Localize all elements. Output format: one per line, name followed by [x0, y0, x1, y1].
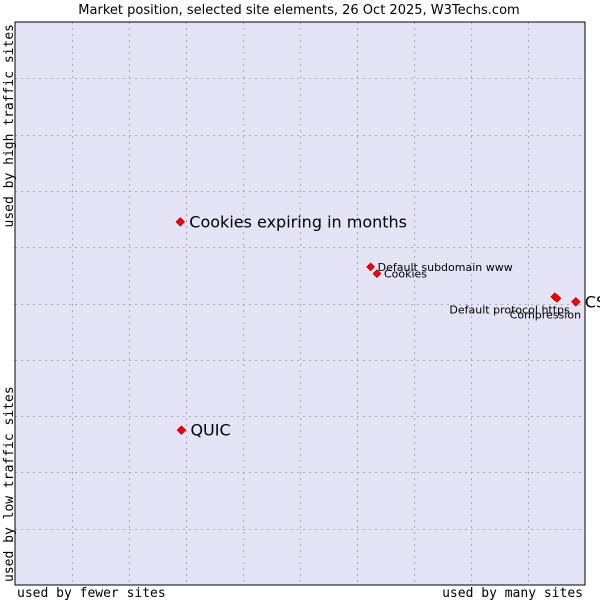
- point-marker: [176, 425, 187, 435]
- grid-lines: [15, 22, 585, 585]
- data-point-quic: QUIC: [176, 421, 231, 440]
- data-point-default-subdomain-www: Default subdomain www: [366, 261, 513, 274]
- data-point-css: CSS: [571, 292, 600, 311]
- data-point-cookies: Cookies: [372, 268, 427, 281]
- x-axis-label-right: used by many sites: [442, 586, 583, 600]
- data-point-cookies-expiring-in-months: Cookies expiring in months: [175, 212, 407, 231]
- y-axis-label-top: used by high traffic sites: [2, 24, 17, 228]
- point-marker: [372, 269, 382, 279]
- chart-title: Market position, selected site elements,…: [78, 3, 519, 18]
- point-label: QUIC: [190, 421, 230, 440]
- point-label: Default subdomain www: [378, 261, 513, 274]
- point-label: Compression: [510, 308, 581, 321]
- x-axis-label-left: used by fewer sites: [17, 586, 166, 600]
- data-points: Cookies expiring in months QUIC Default su…: [175, 212, 600, 440]
- plot-border: [14, 21, 586, 586]
- y-axis-label-bottom: used by low traffic sites: [2, 386, 17, 582]
- point-label: Default protocol https: [449, 304, 570, 317]
- point-label: Cookies: [384, 268, 427, 281]
- point-marker: [366, 262, 376, 272]
- point-marker: [552, 294, 562, 303]
- point-label: CSS: [585, 292, 600, 311]
- point-marker: [175, 217, 186, 227]
- data-point-compression: Compression: [510, 294, 581, 321]
- point-label: Cookies expiring in months: [189, 212, 407, 231]
- point-marker: [571, 297, 581, 307]
